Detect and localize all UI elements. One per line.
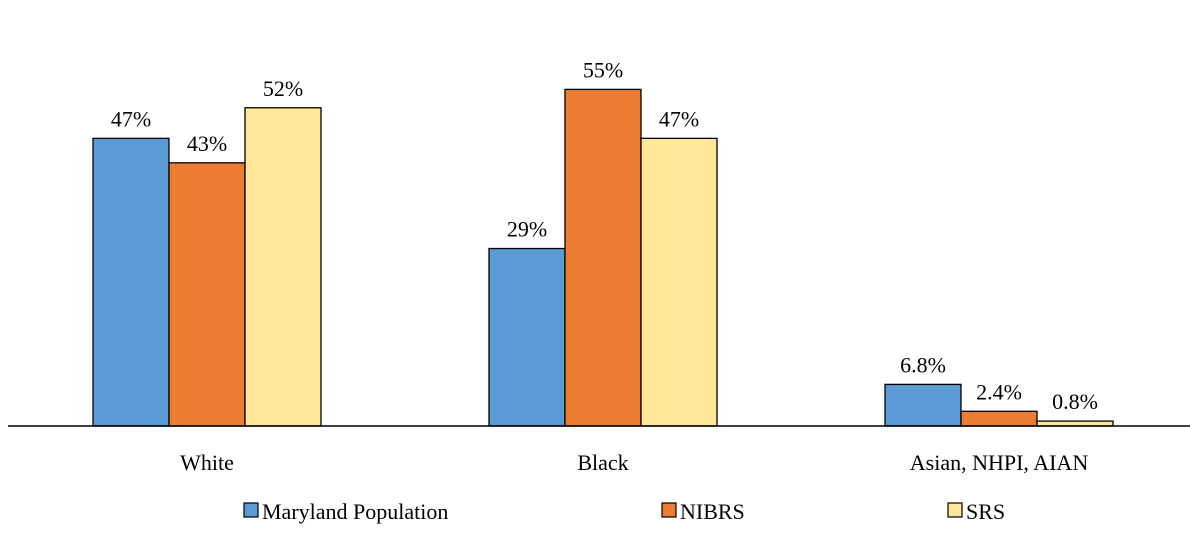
data-label-srs-white: 52% — [263, 76, 303, 101]
bar-srs-black — [640, 137, 718, 427]
data-label-maryland-population-black: 29% — [507, 217, 547, 242]
legend-swatch-nibrs — [661, 502, 677, 518]
legend: Maryland Population NIBRS SRS — [243, 499, 1005, 524]
data-label-maryland-population-asian-nhpi-aian: 6.8% — [900, 352, 946, 377]
bar-nibrs-black — [564, 88, 642, 427]
x-tick-label-white: White — [180, 450, 234, 475]
data-label-srs-asian-nhpi-aian: 0.8% — [1052, 389, 1098, 414]
data-label-nibrs-white: 43% — [187, 131, 227, 156]
data-label-nibrs-black: 55% — [583, 57, 623, 82]
bar-maryland-population-asian-nhpi-aian — [884, 383, 962, 427]
legend-swatch-srs — [947, 502, 963, 518]
bar-maryland-population-white — [92, 137, 170, 427]
legend-swatch-maryland-population — [243, 502, 259, 518]
legend-label-nibrs: NIBRS — [680, 499, 745, 524]
bar-nibrs-asian-nhpi-aian — [960, 410, 1038, 427]
x-tick-labels: White Black Asian, NHPI, AIAN — [180, 450, 1088, 475]
data-labels-layer: 47% 43% 52% 29% 55% 47% 6.8% 2.4% 0.8% — [111, 57, 1098, 414]
legend-label-srs: SRS — [966, 499, 1005, 524]
data-label-maryland-population-white: 47% — [111, 106, 151, 131]
bar-nibrs-white — [168, 162, 246, 427]
data-label-srs-black: 47% — [659, 106, 699, 131]
legend-label-maryland-population: Maryland Population — [262, 499, 448, 524]
bar-srs-white — [244, 107, 322, 427]
x-tick-label-asian-nhpi-aian: Asian, NHPI, AIAN — [910, 450, 1089, 475]
data-label-nibrs-asian-nhpi-aian: 2.4% — [976, 379, 1022, 404]
bar-maryland-population-black — [488, 247, 566, 427]
x-tick-label-black: Black — [577, 450, 628, 475]
bars-layer — [92, 88, 1114, 427]
